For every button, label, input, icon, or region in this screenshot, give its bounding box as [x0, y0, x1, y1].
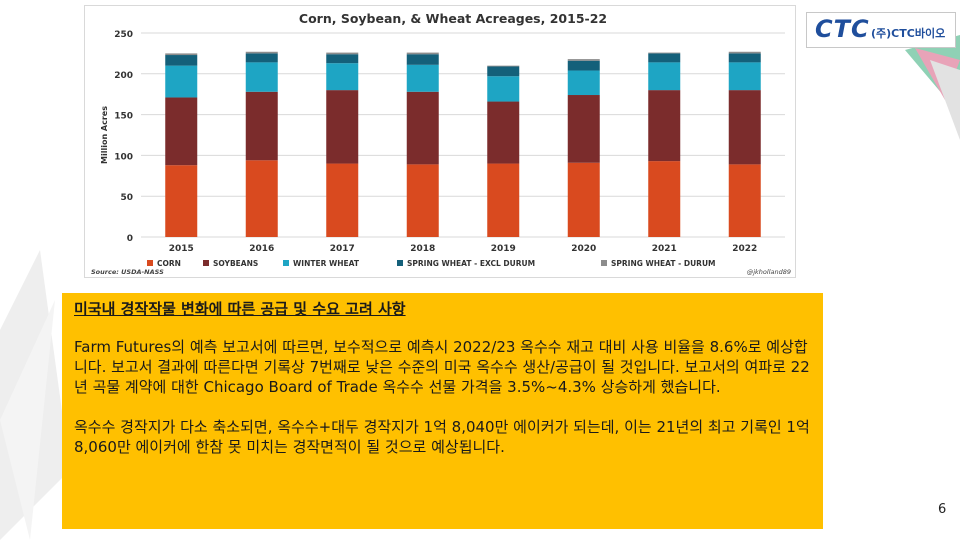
bar-2021-corn: [648, 161, 681, 237]
legend-label: SOYBEANS: [213, 259, 258, 268]
legend-label: SPRING WHEAT - DURUM: [611, 259, 716, 268]
logo-mark: CTC: [815, 15, 870, 43]
bar-2018-spring-wheat-excl-durum: [406, 54, 439, 65]
bar-2022-winter-wheat: [728, 62, 761, 91]
bar-2018-winter-wheat: [406, 64, 439, 92]
bar-2018-spring-wheat-durum: [406, 52, 439, 55]
legend-label: SPRING WHEAT - EXCL DURUM: [407, 259, 535, 268]
text-box-title: 미국내 경작작물 변화에 따른 공급 및 수요 고려 사항: [74, 300, 406, 318]
bar-2017-spring-wheat-excl-durum: [326, 54, 359, 64]
paragraph-2: 옥수수 경작지가 다소 축소되면, 옥수수+대두 경작지가 1억 8,040만 …: [74, 418, 810, 456]
bar-2022-spring-wheat-excl-durum: [728, 53, 761, 63]
x-tick-label: 2021: [652, 244, 677, 254]
bar-2016-corn: [245, 160, 278, 237]
stacked-bar-chart: Corn, Soybean, & Wheat Acreages, 2015-22…: [91, 11, 791, 276]
x-tick-label: 2018: [410, 244, 435, 254]
paragraph-1: Farm Futures의 예측 보고서에 따르면, 보수적으로 예측시 202…: [74, 338, 810, 396]
page-number: 6: [938, 502, 947, 517]
bar-2020-spring-wheat-durum: [567, 59, 600, 61]
bar-2022-spring-wheat-durum: [728, 51, 761, 54]
bar-2015-winter-wheat: [165, 65, 198, 98]
y-tick-label: 50: [120, 193, 133, 203]
bar-2018-soybeans: [406, 91, 439, 165]
deco-triangle-left-2: [0, 300, 55, 540]
bar-2021-spring-wheat-excl-durum: [648, 53, 681, 63]
bar-2015-corn: [165, 165, 198, 237]
legend-swatch: [601, 260, 607, 266]
legend-label: WINTER WHEAT: [293, 259, 360, 268]
x-tick-label: 2016: [249, 244, 274, 254]
y-tick-label: 200: [114, 71, 133, 81]
y-tick-label: 250: [114, 30, 133, 40]
x-tick-label: 2017: [330, 244, 355, 254]
bar-2021-soybeans: [648, 90, 681, 162]
y-tick-label: 0: [127, 234, 133, 244]
bar-2020-winter-wheat: [567, 70, 600, 96]
bar-2019-corn: [487, 163, 520, 237]
chart-panel: Corn, Soybean, & Wheat Acreages, 2015-22…: [84, 5, 796, 278]
chart-credit: @jkholland89: [747, 268, 791, 276]
bar-2022-soybeans: [728, 90, 761, 165]
bar-2019-soybeans: [487, 101, 520, 164]
y-tick-label: 150: [114, 112, 133, 122]
bar-2016-soybeans: [245, 91, 278, 161]
bar-2017-spring-wheat-durum: [326, 52, 359, 55]
bar-2020-soybeans: [567, 95, 600, 163]
legend-swatch: [283, 260, 289, 266]
bar-2021-winter-wheat: [648, 62, 681, 91]
bar-2021-spring-wheat-durum: [648, 52, 681, 54]
x-tick-label: 2019: [491, 244, 516, 254]
chart-source: Source: USDA-NASS: [91, 268, 164, 276]
bar-2016-spring-wheat-durum: [245, 51, 278, 54]
chart-title: Corn, Soybean, & Wheat Acreages, 2015-22: [299, 11, 607, 26]
legend-label: CORN: [157, 259, 181, 268]
bar-2016-spring-wheat-excl-durum: [245, 53, 278, 63]
bar-2015-soybeans: [165, 97, 198, 166]
bar-2016-winter-wheat: [245, 62, 278, 92]
bar-2019-winter-wheat: [487, 76, 520, 102]
legend-swatch: [203, 260, 209, 266]
company-logo: CTC (주)CTC바이오: [806, 12, 956, 48]
legend-swatch: [397, 260, 403, 266]
x-tick-label: 2022: [732, 244, 757, 254]
y-tick-label: 100: [114, 152, 133, 162]
logo-text: (주)CTC바이오: [871, 27, 946, 40]
bar-2022-corn: [728, 164, 761, 237]
bar-2015-spring-wheat-excl-durum: [165, 55, 198, 66]
deco-triangle-right-grey: [930, 60, 960, 140]
bar-2015-spring-wheat-durum: [165, 53, 198, 56]
bar-2019-spring-wheat-durum: [487, 65, 520, 67]
bar-2017-corn: [326, 163, 359, 237]
bar-2020-spring-wheat-excl-durum: [567, 60, 600, 71]
legend-swatch: [147, 260, 153, 266]
bar-2018-corn: [406, 164, 439, 237]
bar-2019-spring-wheat-excl-durum: [487, 66, 520, 77]
x-tick-label: 2020: [571, 244, 596, 254]
y-axis-label: Million Acres: [100, 106, 109, 164]
bar-2017-winter-wheat: [326, 63, 359, 91]
summary-text-box: 미국내 경작작물 변화에 따른 공급 및 수요 고려 사항 Farm Futur…: [62, 293, 823, 529]
bar-2020-corn: [567, 162, 600, 237]
bar-2017-soybeans: [326, 90, 359, 164]
x-tick-label: 2015: [169, 244, 194, 254]
